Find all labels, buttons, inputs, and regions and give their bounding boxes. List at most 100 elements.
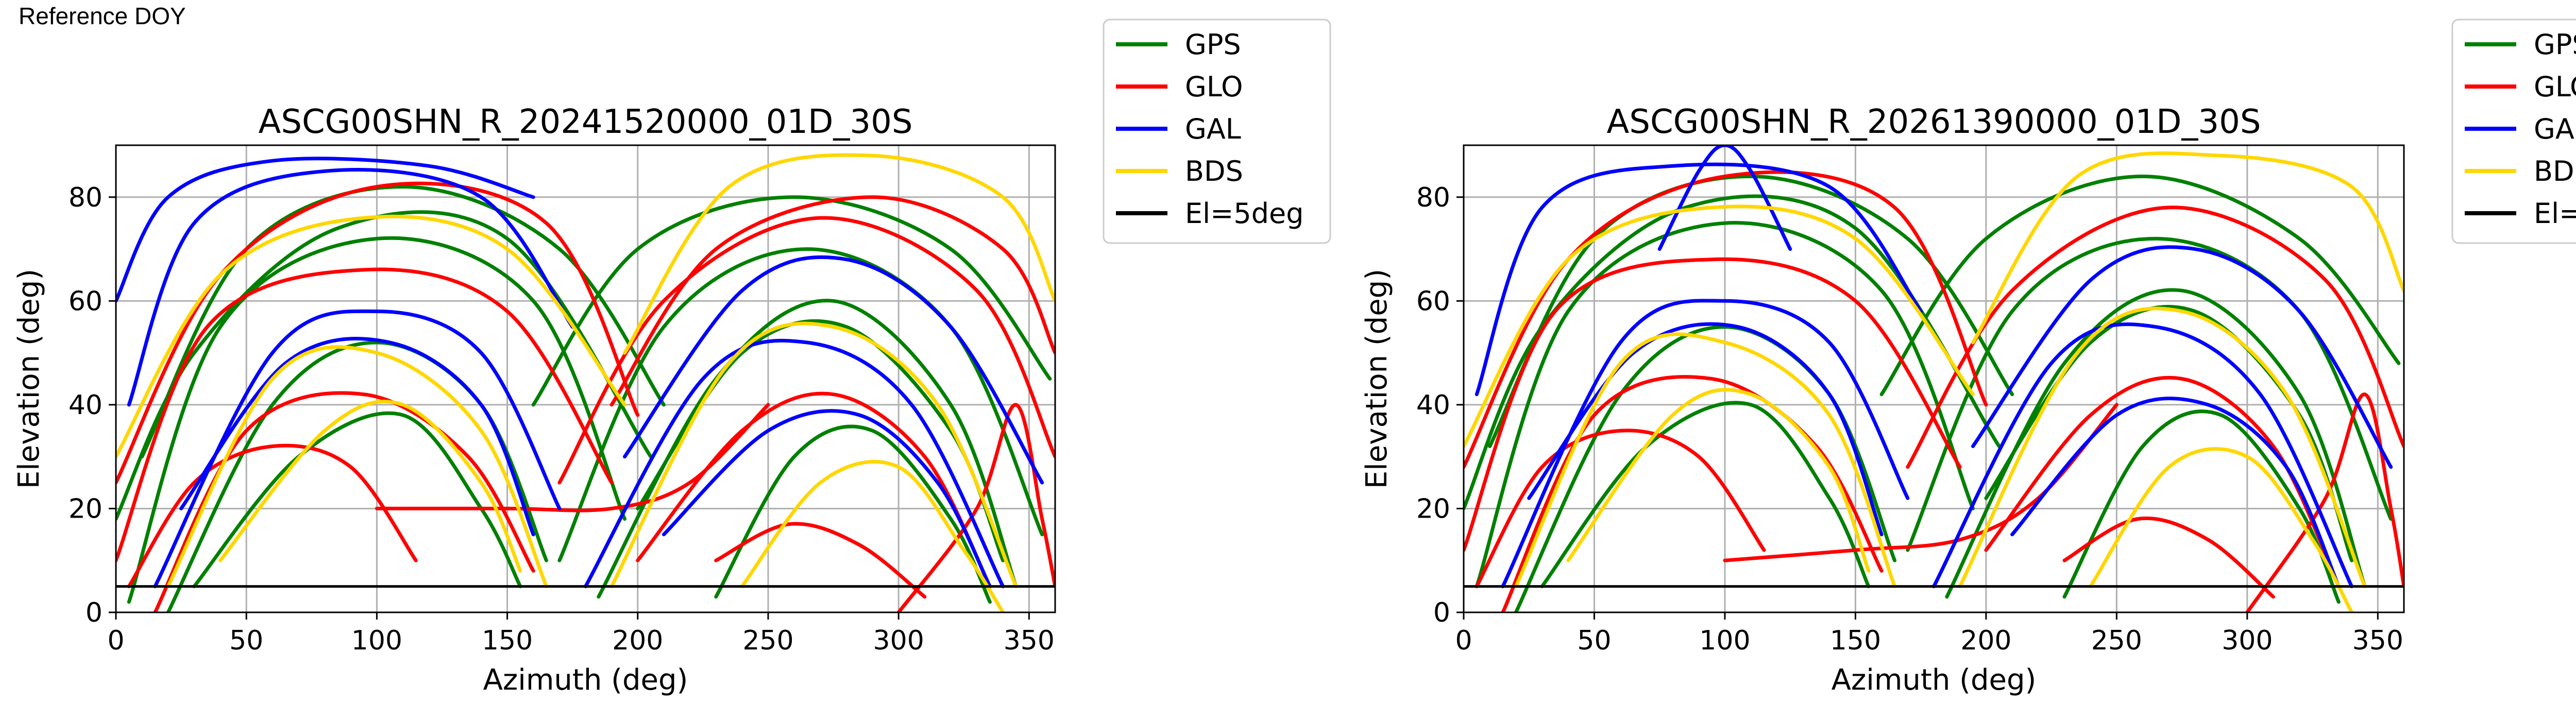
glo-arc	[1464, 170, 1988, 469]
legend-entry-label: BDS	[1185, 155, 1243, 187]
glo-arc	[1464, 257, 1962, 552]
legend-entry-label: GAL	[1185, 113, 1241, 145]
legend-entry-label: El=5deg	[2534, 197, 2576, 230]
glo-arc	[896, 403, 1055, 612]
legend-entry-label: GLO	[1185, 71, 1243, 103]
bds-arc	[609, 321, 1018, 589]
gps-arc	[1540, 401, 1871, 589]
y-tick-label: 0	[86, 597, 103, 628]
y-tick-label: 0	[1433, 597, 1450, 628]
bds-arc	[1566, 388, 1871, 573]
legend-box	[2451, 19, 2576, 244]
glo-arc	[116, 181, 640, 485]
y-tick-label: 80	[1416, 182, 1450, 213]
reference-doy-label: Reference DOY	[19, 3, 186, 29]
x-tick-label: 300	[873, 625, 924, 656]
legend-entry-label: BDS	[2534, 155, 2576, 187]
x-tick-label: 100	[351, 625, 402, 656]
x-tick-label: 200	[612, 625, 663, 656]
x-tick-label: 150	[1830, 625, 1881, 656]
gps-arc	[1514, 325, 1896, 612]
x-tick-label: 50	[1577, 625, 1611, 656]
x-tick-label: 250	[742, 625, 793, 656]
x-tick-label: 0	[1455, 625, 1472, 656]
glo-arc	[1475, 428, 1766, 589]
plot-frame	[1463, 144, 2405, 613]
bds-arc	[1971, 151, 2404, 345]
legend-entry-label: GPS	[1185, 28, 1241, 61]
gps-arc	[714, 424, 992, 604]
x-tick-label: 300	[2222, 625, 2273, 656]
gal-arc	[127, 168, 574, 407]
x-tick-label: 0	[107, 625, 124, 656]
gal-arc	[1657, 145, 1792, 251]
gps-arc	[1984, 305, 2354, 562]
x-tick-label: 250	[2091, 625, 2142, 656]
x-axis-label: Azimuth (deg)	[1832, 663, 2037, 697]
x-axis-label: Azimuth (deg)	[483, 663, 688, 697]
x-tick-label: 350	[1004, 625, 1055, 656]
y-tick-label: 80	[69, 182, 103, 213]
chart-title: ASCG00SHN_R_20241520000_01D_30S	[259, 103, 913, 141]
chart-panel-1: 0 50 100 150 200 250 300 350 0 20 40 60 80 ASCG00SHN_…	[12, 19, 1331, 697]
legend-entry-label: GPS	[2534, 28, 2576, 61]
gal-arc	[179, 336, 535, 537]
gps-arc	[140, 185, 666, 459]
gps-arc	[127, 236, 626, 604]
bds-arc	[623, 153, 1055, 355]
gps-arc	[1488, 174, 2014, 448]
gps-arc	[2062, 409, 2341, 604]
gps-arc	[166, 340, 548, 612]
glo-arc	[2062, 516, 2275, 599]
x-tick-label: 50	[229, 625, 263, 656]
plot-frame	[115, 144, 1056, 613]
x-tick-label: 200	[1960, 625, 2011, 656]
y-axis-label: Elevation (deg)	[1360, 269, 1394, 489]
legend-entry-label: GLO	[2534, 71, 2576, 103]
gal-arc	[623, 255, 1044, 485]
gal-arc	[1971, 245, 2393, 469]
chart-panel-2: 0 50 100 150 200 250 300 350 0 20 40 60 80 ASCG00SHN_…	[1360, 19, 2576, 697]
gps-arc	[1906, 236, 2393, 552]
gal-arc	[584, 338, 1005, 589]
glo-arc	[375, 403, 770, 512]
y-tick-label: 40	[69, 390, 103, 421]
glo-arc	[609, 195, 1055, 407]
plot-area	[1464, 145, 2404, 612]
bds-arc	[740, 459, 1005, 612]
gal-arc	[1527, 322, 1884, 537]
x-tick-label: 150	[482, 625, 533, 656]
gal-arc	[153, 309, 562, 589]
gal-arc	[1475, 162, 1923, 397]
y-tick-label: 60	[69, 286, 103, 317]
glo-arc	[714, 522, 927, 599]
plot-area	[116, 153, 1055, 612]
bds-arc	[116, 214, 626, 459]
gal-arc	[1932, 322, 2354, 589]
glo-arc	[116, 267, 614, 562]
gal-arc	[662, 409, 992, 589]
bds-arc	[166, 345, 548, 589]
gps-arc	[557, 247, 1044, 562]
x-tick-label: 350	[2352, 625, 2403, 656]
chart-title: ASCG00SHN_R_20261390000_01D_30S	[1607, 103, 2261, 141]
legend: GPS GLO GAL BDS El=5deg	[2451, 19, 2576, 244]
gps-arc	[597, 299, 1018, 599]
bds-arc	[2089, 447, 2354, 612]
gal-arc	[2010, 397, 2341, 589]
gps-arc	[1475, 221, 1975, 589]
glo-arc	[1501, 375, 1884, 612]
y-tick-label: 20	[69, 493, 103, 524]
y-tick-label: 60	[1416, 286, 1450, 317]
y-tick-label: 40	[1416, 390, 1450, 421]
legend-entry-label: El=5deg	[1185, 197, 1304, 230]
bds-arc	[1958, 306, 2367, 589]
bds-arc	[1464, 204, 1975, 448]
bds-arc	[1514, 332, 1896, 589]
glo-arc	[127, 443, 418, 589]
bds-arc	[218, 400, 522, 573]
legend: GPS GLO GAL BDS El=5deg	[1103, 19, 1331, 244]
gps-arc	[1945, 288, 2367, 599]
gal-arc	[116, 157, 535, 303]
